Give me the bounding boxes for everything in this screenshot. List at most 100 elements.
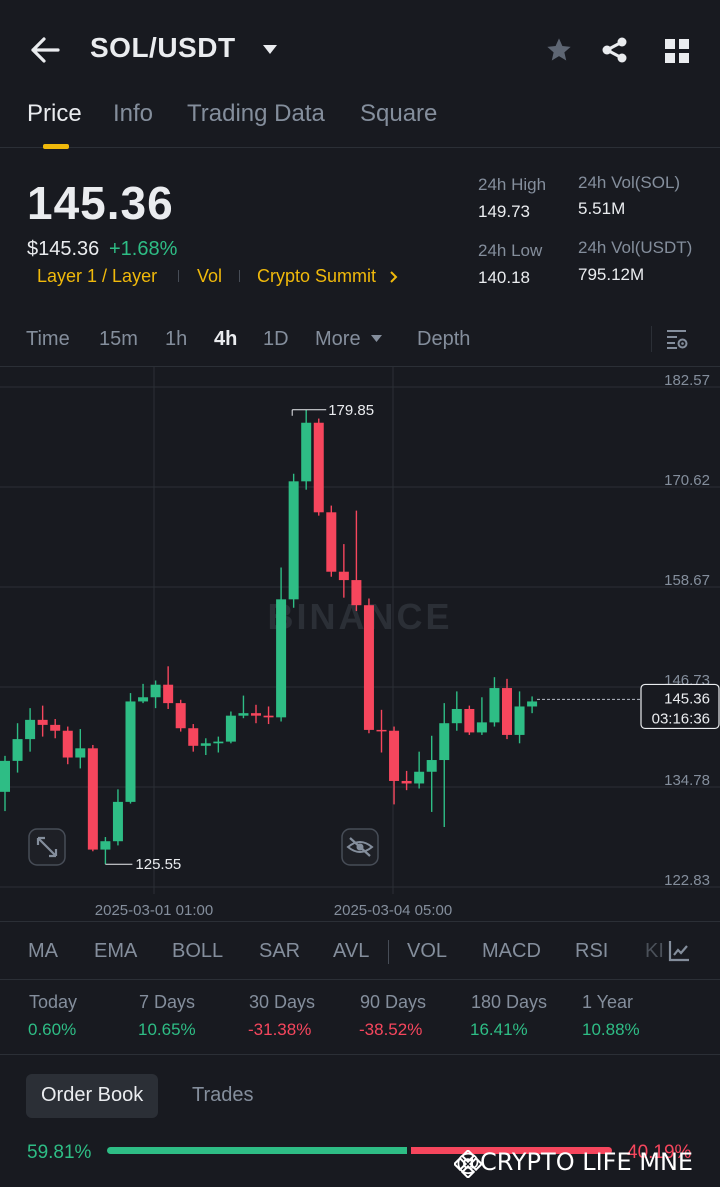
candle-body (12, 739, 23, 761)
candle-body (439, 723, 450, 761)
hide-eye-icon[interactable] (341, 828, 379, 866)
tag-vol[interactable]: Vol (197, 266, 223, 286)
tab-price[interactable]: Price (27, 100, 82, 127)
tf-depth[interactable]: Depth (417, 328, 471, 350)
candle-body (451, 708, 462, 724)
candle-body (50, 724, 61, 731)
expand-icon[interactable] (28, 828, 66, 866)
candle-body (464, 708, 475, 733)
vol-usdt-value: 795.12M (578, 265, 645, 284)
high-label: 24h High (478, 175, 547, 194)
candle-body (75, 748, 86, 758)
chart-svg[interactable]: BINANCE182.57170.62158.67146.73134.78122… (0, 367, 720, 922)
current-price-label: 145.36 (664, 690, 710, 707)
ind-boll[interactable]: BOLL (172, 940, 224, 962)
tab-square[interactable]: Square (360, 100, 438, 127)
tag-separator (239, 270, 240, 282)
ind-macd[interactable]: MACD (482, 940, 541, 962)
divider (651, 326, 652, 352)
perf-label-today: Today (29, 992, 78, 1012)
chart-settings-icon[interactable] (665, 327, 689, 351)
tab-trading-data[interactable]: Trading Data (187, 100, 325, 127)
max-price-label: 179.85 (328, 402, 374, 419)
star-icon[interactable] (544, 36, 574, 64)
candle-body (112, 801, 123, 842)
candle-body (527, 701, 538, 707)
ind-rsi[interactable]: RSI (575, 940, 609, 962)
tab-info[interactable]: Info (113, 100, 154, 127)
perf-value-today: 0.60% (28, 1020, 77, 1039)
binance-logo-icon (454, 1150, 482, 1178)
perf-value-180d: 16.41% (470, 1020, 528, 1039)
candle-body (288, 481, 299, 600)
tf-15m[interactable]: 15m (99, 328, 138, 350)
ind-kdj[interactable]: KI (645, 940, 664, 962)
candle-body (87, 748, 98, 850)
tag-separator (178, 270, 179, 282)
tf-1d[interactable]: 1D (263, 328, 289, 350)
tf-1h[interactable]: 1h (165, 328, 188, 350)
tag-layer[interactable]: Layer 1 / Layer (37, 266, 158, 286)
candle-body (276, 599, 287, 718)
candle-body (163, 684, 174, 704)
y-tick-label: 134.78 (664, 772, 710, 789)
usd-price: $145.36 (27, 238, 100, 260)
candle-body (489, 688, 500, 723)
tf-time[interactable]: Time (26, 328, 70, 350)
candle-countdown: 03:16:36 (652, 710, 710, 727)
candle-body (301, 422, 312, 482)
perf-label-30d: 30 Days (249, 992, 316, 1012)
chevron-right-icon[interactable] (389, 270, 399, 284)
x-tick-label: 2025-03-01 01:00 (95, 902, 213, 919)
perf-label-1y: 1 Year (582, 992, 634, 1012)
main-tabs: Price Info Trading Data Square (0, 98, 720, 148)
y-tick-label: 182.57 (664, 372, 710, 389)
candle-body (426, 760, 437, 772)
price-change: +1.68% (109, 238, 178, 260)
candle-body (326, 512, 337, 572)
candle-body (225, 715, 236, 742)
perf-value-1y: 10.88% (582, 1020, 640, 1039)
ind-vol[interactable]: VOL (407, 940, 448, 962)
caret-down-icon[interactable] (262, 43, 278, 55)
back-arrow-icon[interactable] (30, 36, 60, 64)
indicator-settings-icon[interactable] (667, 939, 691, 963)
low-label: 24h Low (478, 241, 543, 260)
tf-more[interactable]: More (315, 328, 361, 350)
tab-trades[interactable]: Trades (192, 1084, 254, 1106)
tab-order-book[interactable]: Order Book (26, 1074, 159, 1118)
divider (0, 921, 720, 922)
sell-percent: 40.19% (627, 1142, 692, 1163)
ind-sar[interactable]: SAR (259, 940, 301, 962)
candlestick-chart[interactable]: BINANCE 182.57 170.62 158.67 146.73 134.78 122… (0, 366, 720, 921)
candle-body (0, 760, 10, 792)
candle-body (62, 730, 73, 758)
perf-value-30d: -31.38% (248, 1020, 312, 1039)
candle-body (313, 422, 324, 513)
caret-down-icon[interactable] (370, 334, 383, 343)
buy-ratio-bar (107, 1147, 407, 1154)
share-icon[interactable] (601, 36, 629, 64)
x-tick-label: 2025-03-04 05:00 (334, 902, 452, 919)
candle-body (476, 722, 487, 733)
ind-avl[interactable]: AVL (333, 940, 370, 962)
min-price-label: 125.55 (135, 856, 181, 873)
pair-title[interactable]: SOL/USDT (90, 32, 236, 63)
low-value: 140.18 (478, 268, 530, 287)
vol-sol-value: 5.51M (578, 199, 626, 218)
ind-ma[interactable]: MA (28, 940, 58, 962)
tf-4h[interactable]: 4h (214, 328, 238, 350)
divider (0, 979, 720, 980)
perf-value-7d: 10.65% (138, 1020, 196, 1039)
candle-body (351, 580, 362, 606)
grid-icon[interactable] (664, 38, 690, 64)
ind-ema[interactable]: EMA (94, 940, 138, 962)
perf-label-7d: 7 Days (139, 992, 196, 1012)
candle-body (401, 780, 412, 784)
tab-active-indicator (43, 144, 69, 149)
tag-crypto-summit[interactable]: Crypto Summit (257, 266, 377, 286)
candle-body (251, 713, 261, 716)
candle-body (263, 715, 274, 718)
vol-usdt-label: 24h Vol(USDT) (578, 238, 693, 257)
top-bar: SOL/USDT (0, 0, 720, 100)
